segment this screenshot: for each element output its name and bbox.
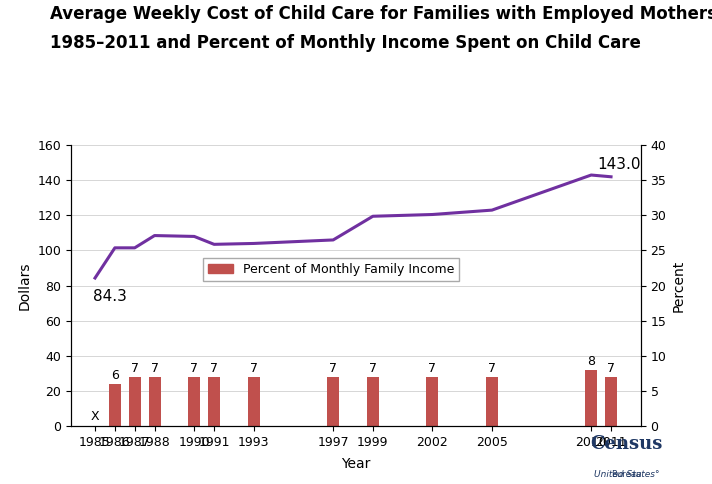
Text: Average Weekly Cost of Child Care for Families with Employed Mothers:: Average Weekly Cost of Child Care for Fa… <box>50 5 712 23</box>
Y-axis label: Dollars: Dollars <box>18 261 32 310</box>
Bar <box>486 377 498 426</box>
Text: 7: 7 <box>210 362 218 375</box>
Text: United States°: United States° <box>594 470 659 479</box>
Bar <box>367 377 379 426</box>
Text: 7: 7 <box>329 362 337 375</box>
Bar <box>248 377 260 426</box>
Bar <box>188 377 200 426</box>
Bar <box>149 377 160 426</box>
Bar <box>426 377 439 426</box>
Text: X: X <box>90 410 100 424</box>
Legend: Percent of Monthly Family Income: Percent of Monthly Family Income <box>203 258 459 281</box>
Text: Census: Census <box>590 435 663 453</box>
Text: 7: 7 <box>429 362 436 375</box>
Text: 6: 6 <box>111 369 119 382</box>
Text: Bureau: Bureau <box>612 449 642 479</box>
Text: 7: 7 <box>131 362 139 375</box>
Text: 1985–2011 and Percent of Monthly Income Spent on Child Care: 1985–2011 and Percent of Monthly Income … <box>50 34 641 52</box>
Bar <box>605 377 617 426</box>
Text: 7: 7 <box>607 362 615 375</box>
Text: 7: 7 <box>150 362 159 375</box>
X-axis label: Year: Year <box>341 457 371 471</box>
Text: 143.0: 143.0 <box>597 156 641 171</box>
Text: 8: 8 <box>587 355 595 368</box>
Bar <box>328 377 339 426</box>
Bar <box>109 384 121 426</box>
Bar <box>208 377 220 426</box>
Text: 7: 7 <box>488 362 496 375</box>
Bar <box>585 370 597 426</box>
Bar <box>129 377 141 426</box>
Text: 84.3: 84.3 <box>93 288 127 303</box>
Text: 7: 7 <box>250 362 258 375</box>
Text: 7: 7 <box>190 362 198 375</box>
Text: 7: 7 <box>369 362 377 375</box>
Y-axis label: Percent: Percent <box>672 259 686 312</box>
